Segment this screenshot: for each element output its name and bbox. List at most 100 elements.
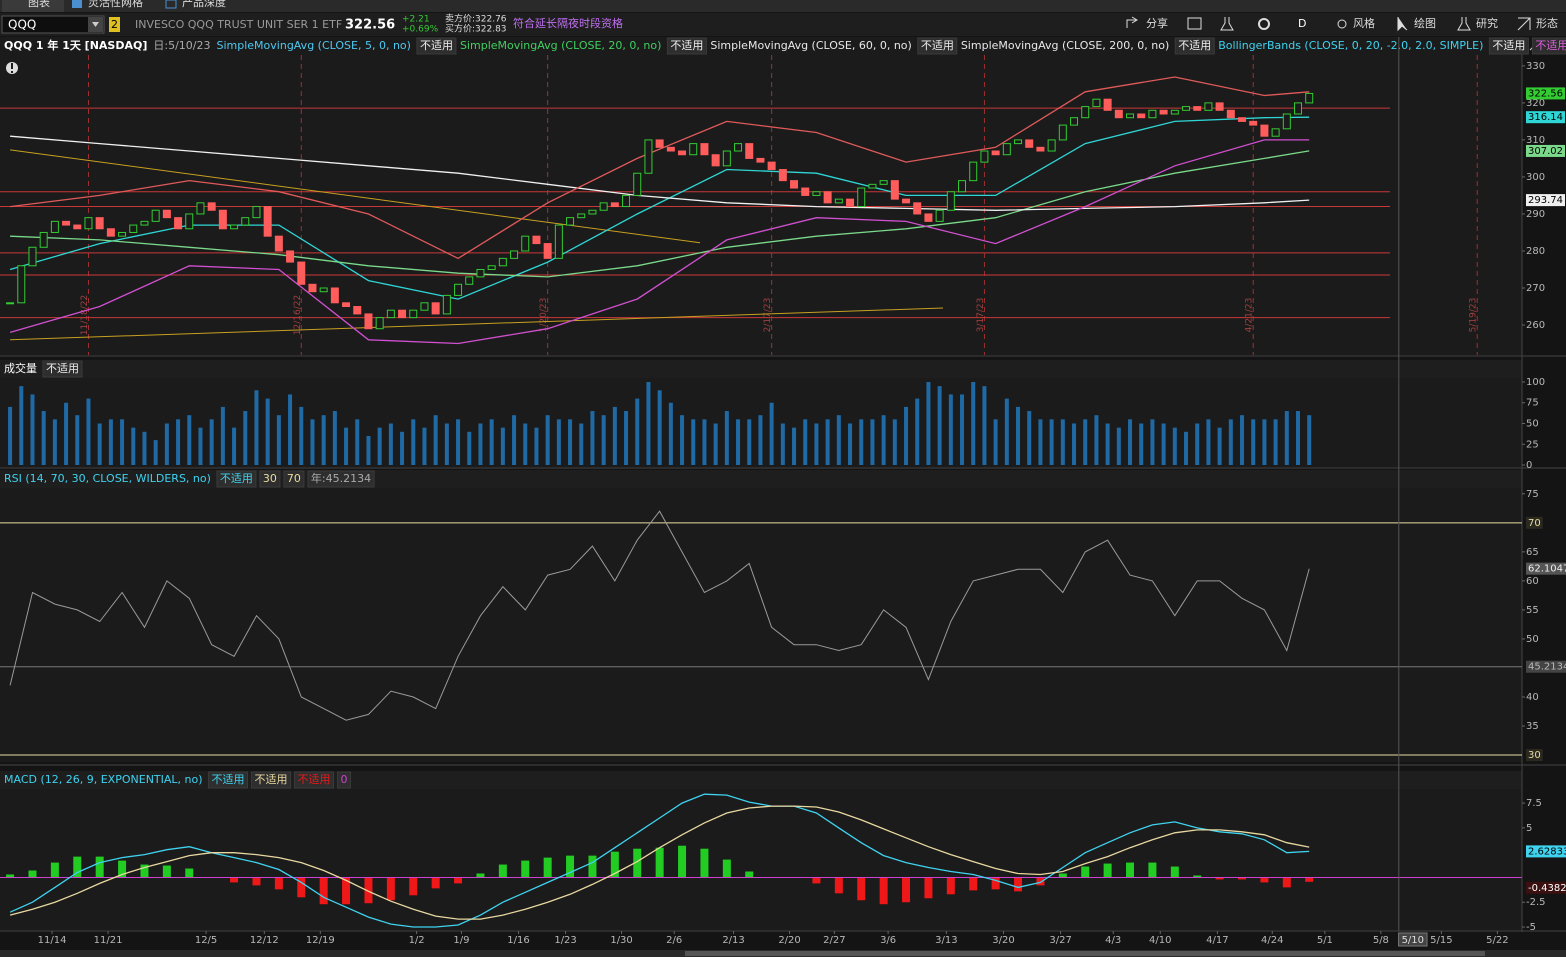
candle: [353, 306, 362, 315]
histogram-bar: [454, 877, 463, 884]
toolbar-button[interactable]: 风格: [1353, 16, 1375, 30]
y-tick-label: -2.5: [1526, 897, 1546, 908]
candle: [174, 217, 183, 230]
status-bg: [917, 37, 958, 55]
volume-bar: [1027, 411, 1032, 466]
volume-bar: [736, 419, 741, 466]
candle: [207, 202, 216, 211]
level-label: 年:45.2134: [311, 471, 371, 485]
histogram-bar: [162, 865, 171, 878]
status-bg: [294, 771, 335, 789]
expiration-label: 3/17/23: [976, 298, 986, 333]
x-tick-label: 5/1: [1317, 935, 1333, 946]
link-number[interactable]: 2: [111, 18, 118, 31]
candle: [185, 213, 194, 230]
study-status: 不适用: [255, 773, 288, 786]
x-tick-label: 1/30: [610, 935, 632, 946]
toolbar-button[interactable]: D: [1298, 17, 1306, 30]
candle: [1070, 117, 1079, 126]
candle: [476, 268, 485, 278]
status-bg: [208, 771, 249, 789]
candle: [778, 169, 787, 182]
candle: [308, 283, 317, 293]
y-tick-label: 5: [1526, 823, 1532, 834]
volume-bar: [265, 398, 270, 466]
candle: [924, 213, 933, 222]
candle: [554, 224, 563, 259]
volume-bar: [500, 427, 505, 466]
x-tick-label: 5/8: [1373, 935, 1389, 946]
candle: [62, 220, 71, 226]
volume-bar: [1195, 423, 1200, 466]
volume-bar: [926, 381, 931, 466]
volume-bar: [534, 427, 539, 466]
study-status: 不适用: [212, 773, 245, 786]
volume-bar: [512, 415, 517, 466]
x-tick-label: 2/6: [666, 935, 682, 946]
histogram-bar: [1305, 877, 1314, 882]
volume-bar: [1094, 415, 1099, 466]
scrollbar-thumb[interactable]: [685, 951, 1485, 956]
trendline: [10, 307, 944, 341]
toolbar-button[interactable]: 研究: [1476, 16, 1498, 30]
study-name: SimpleMovingAvg (CLOSE, 5, 0, no): [217, 39, 411, 52]
toolbar-button[interactable]: 绘图: [1414, 16, 1436, 30]
symbol-box[interactable]: [1, 15, 105, 34]
x-tick-label: 5/22: [1486, 935, 1508, 946]
settings-icon[interactable]: [1258, 18, 1270, 30]
study-status: 不适用: [46, 362, 79, 375]
candle: [532, 235, 541, 245]
screen-icon[interactable]: [1187, 17, 1202, 30]
status-bg: [666, 37, 707, 55]
study-status: 不适用: [1178, 39, 1211, 52]
y-tick-label: 280: [1526, 246, 1545, 257]
volume-bar: [75, 415, 80, 466]
candle: [1092, 98, 1101, 108]
flask-icon[interactable]: [1220, 17, 1234, 31]
candle: [1226, 109, 1235, 119]
candle: [375, 317, 384, 330]
volume-bar: [769, 402, 774, 466]
trendline: [10, 149, 701, 244]
x-tick-label: 4/24: [1261, 935, 1283, 946]
histogram-bar: [6, 874, 15, 878]
study-line: [10, 135, 1310, 211]
oversold-label: 30: [263, 472, 277, 485]
candle: [1081, 106, 1090, 119]
histogram-bar: [431, 877, 440, 889]
histogram-bar: [1126, 862, 1135, 878]
status-bg: [1488, 37, 1529, 55]
rsi-panel: [0, 488, 1522, 762]
volume-bar: [276, 415, 281, 466]
tab[interactable]: 灵活性网格: [88, 0, 143, 9]
symbol[interactable]: QQQ: [8, 18, 36, 32]
volume-bar: [1262, 419, 1267, 466]
y-tick-label: 100: [1526, 377, 1545, 388]
toolbar-button[interactable]: 分享: [1146, 16, 1168, 30]
candle: [745, 143, 754, 159]
volume-bar: [1004, 398, 1009, 466]
macd-line: [9, 805, 1310, 920]
volume-bar: [209, 419, 214, 466]
histogram-bar: [745, 871, 754, 878]
tab[interactable]: 图表: [28, 0, 50, 9]
volume-bar: [635, 398, 640, 466]
histogram-bar: [902, 877, 911, 903]
volume-bar: [747, 419, 752, 466]
histogram-bar: [566, 855, 575, 878]
histogram-bar: [1014, 877, 1023, 892]
link-box[interactable]: [109, 17, 120, 32]
volume-bar: [814, 423, 819, 466]
histogram-bar: [1058, 873, 1067, 878]
candle: [1025, 139, 1034, 148]
volume-bar: [288, 394, 293, 466]
volume-bar: [579, 423, 584, 466]
histogram-bar: [678, 845, 687, 878]
toolbar-button[interactable]: 形态: [1536, 17, 1558, 30]
histogram-bar: [879, 877, 888, 905]
candle: [1204, 102, 1213, 111]
x-tick-label: 3/20: [992, 935, 1014, 946]
y-tick-label: 0: [1526, 460, 1532, 471]
tab-active[interactable]: [2, 0, 64, 12]
tab[interactable]: 产品深度: [182, 0, 226, 9]
